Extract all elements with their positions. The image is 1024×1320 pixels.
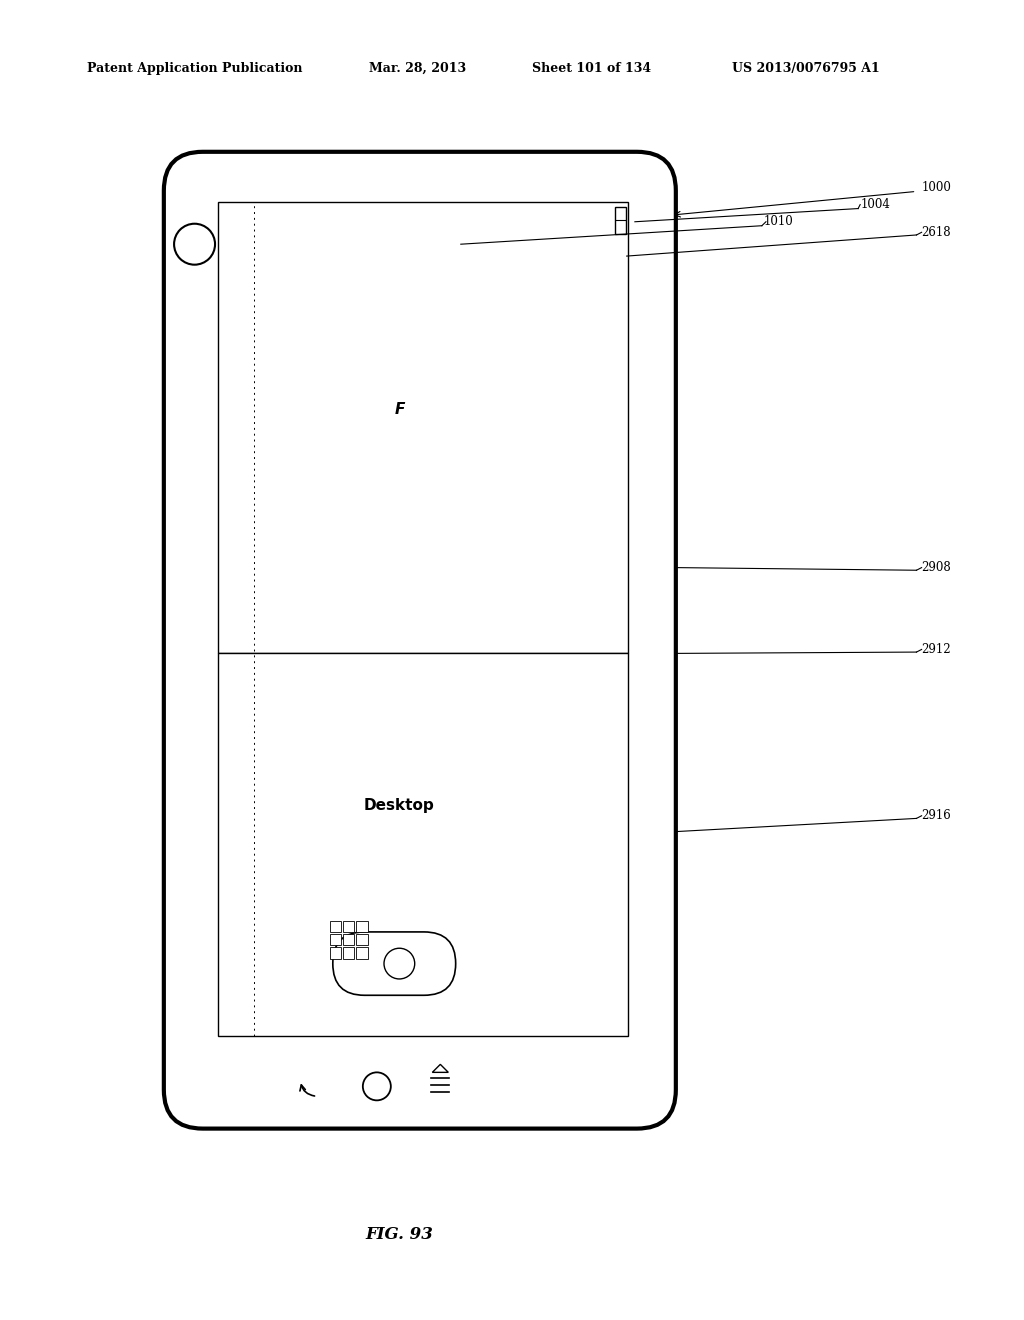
Circle shape	[362, 1072, 391, 1101]
Text: 1004: 1004	[860, 198, 890, 211]
Bar	[356, 935, 368, 945]
Text: FIG. 93: FIG. 93	[366, 1226, 433, 1242]
Bar	[615, 207, 626, 234]
Bar	[330, 920, 341, 932]
Bar	[330, 935, 341, 945]
Text: Patent Application Publication: Patent Application Publication	[87, 62, 302, 75]
Text: Sheet 101 of 134: Sheet 101 of 134	[532, 62, 651, 75]
Bar	[343, 948, 354, 958]
Text: Mar. 28, 2013: Mar. 28, 2013	[369, 62, 466, 75]
FancyBboxPatch shape	[333, 932, 456, 995]
Text: 2618: 2618	[922, 226, 951, 239]
Bar	[343, 935, 354, 945]
Text: F: F	[394, 401, 404, 417]
Text: US 2013/0076795 A1: US 2013/0076795 A1	[732, 62, 880, 75]
Text: 1010: 1010	[764, 215, 794, 228]
Text: 2916: 2916	[922, 809, 951, 822]
Bar	[343, 920, 354, 932]
Text: Desktop: Desktop	[364, 797, 435, 813]
Circle shape	[174, 223, 215, 265]
FancyBboxPatch shape	[164, 152, 676, 1129]
Bar	[356, 920, 368, 932]
Bar	[356, 948, 368, 958]
Bar	[218, 653, 628, 1036]
Bar	[330, 948, 341, 958]
Circle shape	[384, 948, 415, 979]
Bar	[218, 202, 628, 653]
Text: 2912: 2912	[922, 643, 951, 656]
Text: 2908: 2908	[922, 561, 951, 574]
Text: 1000: 1000	[922, 181, 951, 194]
